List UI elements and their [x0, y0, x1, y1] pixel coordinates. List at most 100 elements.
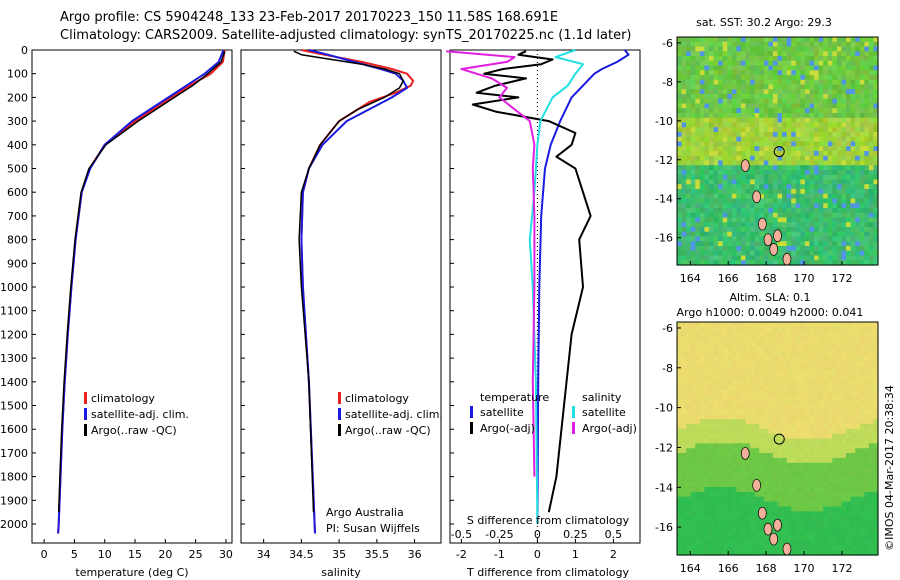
heat-cell [722, 511, 728, 517]
heat-cell [841, 127, 847, 133]
heat-cell [727, 98, 733, 105]
heat-cell [695, 341, 701, 347]
heat-cell [791, 165, 797, 171]
heat-cell [736, 227, 742, 233]
heat-cell [804, 448, 811, 454]
heat-cell [786, 331, 792, 338]
heat-cell [677, 65, 683, 71]
depth-tick-label: 400 [7, 139, 28, 152]
heat-cell [690, 501, 696, 508]
heat-cell [708, 141, 715, 147]
heat-cell [786, 419, 792, 425]
heat-cell [836, 525, 843, 532]
heat-cell [686, 355, 692, 362]
lat-tick-label: -12 [655, 154, 673, 167]
heat-cell [677, 165, 683, 171]
heat-cell [841, 136, 847, 143]
heat-cell [782, 525, 788, 532]
heat-cell [727, 365, 733, 372]
heat-cell [786, 236, 792, 242]
heat-cell [859, 423, 865, 430]
heat-cell [686, 351, 692, 357]
heat-cell [690, 414, 696, 420]
heat-cell [800, 380, 806, 386]
heat-cell [727, 331, 733, 338]
heat-cell [832, 141, 838, 147]
heat-cell [763, 37, 769, 43]
heat-cell [818, 155, 824, 162]
heat-cell [791, 409, 797, 415]
heat-cell [804, 404, 811, 410]
heat-cell [699, 37, 706, 43]
heat-cell [754, 521, 760, 527]
heat-cell [836, 241, 843, 247]
heat-cell [768, 346, 774, 352]
heat-cell [722, 360, 728, 367]
heat-cell [690, 351, 696, 357]
heat-cell [736, 375, 742, 381]
heat-cell [695, 487, 701, 493]
heat-cell [727, 443, 733, 449]
heat-cell [759, 491, 765, 498]
heat-cell [731, 260, 737, 266]
heat-cell [804, 506, 811, 512]
heat-cell [713, 89, 719, 95]
heat-cell [772, 336, 779, 343]
heat-cell [827, 472, 833, 478]
heat-cell [823, 491, 829, 498]
heat-cell [827, 370, 833, 376]
heat-cell [713, 540, 719, 546]
heat-cell [731, 516, 737, 522]
heat-cell [873, 419, 879, 425]
heat-cell [759, 521, 765, 527]
heat-cell [704, 141, 710, 147]
heat-cell [786, 409, 792, 415]
heat-cell [713, 414, 719, 420]
heat-cell [727, 530, 733, 537]
heat-cell [859, 151, 865, 157]
heat-cell [750, 56, 756, 62]
heat-cell [677, 41, 683, 48]
heat-cell [759, 98, 765, 105]
heat-cell [814, 467, 820, 474]
heat-cell [754, 491, 760, 498]
heat-cell [855, 521, 861, 527]
heat-cell [841, 516, 847, 522]
heat-cell [681, 443, 687, 449]
heat-cell [804, 198, 811, 204]
heat-cell [827, 132, 833, 138]
heat-cell [850, 550, 856, 556]
heat-cell [704, 46, 710, 52]
heat-cell [772, 404, 779, 410]
heat-cell [722, 160, 728, 166]
heat-cell [681, 198, 687, 204]
heat-cell [841, 65, 847, 71]
heat-cell [800, 491, 806, 498]
heat-cell [699, 189, 706, 195]
heat-cell [795, 467, 801, 474]
heat-cell [745, 540, 751, 546]
heat-cell [782, 184, 788, 190]
heat-cell [818, 448, 824, 454]
heat-cell [809, 75, 815, 81]
heat-cell [713, 41, 719, 48]
heat-cell [686, 438, 692, 444]
heat-cell [731, 174, 737, 181]
heat-cell [791, 423, 797, 430]
heat-cell [859, 491, 865, 498]
heat-cell [827, 487, 833, 493]
heat-cell [718, 189, 724, 195]
heat-cell [850, 193, 856, 200]
heat-cell [873, 482, 879, 488]
heat-cell [832, 491, 838, 498]
heat-cell [713, 255, 719, 261]
heat-cell [795, 189, 801, 195]
heat-cell [772, 41, 779, 48]
heat-cell [718, 341, 724, 347]
heat-cell [859, 94, 865, 100]
heat-cell [759, 331, 765, 338]
heat-cell [836, 506, 843, 512]
heat-cell [804, 521, 811, 527]
heat-cell [832, 360, 838, 367]
heat-cell [855, 389, 861, 396]
